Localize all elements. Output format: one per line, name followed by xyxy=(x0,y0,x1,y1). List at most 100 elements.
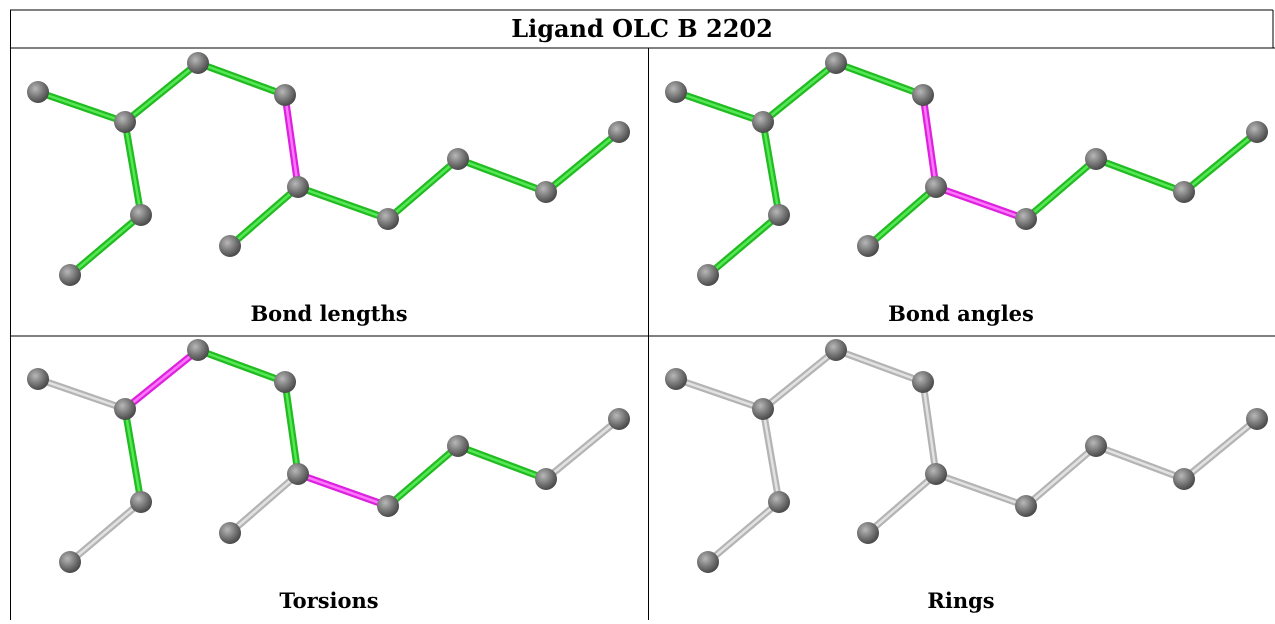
atom xyxy=(697,264,719,286)
atom xyxy=(925,463,947,485)
atom xyxy=(274,371,296,393)
atom xyxy=(608,121,630,143)
atom xyxy=(1173,468,1195,490)
atom xyxy=(665,368,687,390)
bond-highlight xyxy=(546,419,619,479)
atom xyxy=(1246,408,1268,430)
bond-highlight xyxy=(676,92,763,122)
bond-highlight xyxy=(198,63,285,95)
bond-highlight xyxy=(923,95,936,187)
bond-highlight xyxy=(923,382,936,474)
bond-highlight xyxy=(125,409,141,502)
bond-highlight xyxy=(676,379,763,409)
atom xyxy=(130,204,152,226)
bond-highlight xyxy=(70,502,141,562)
table-frame xyxy=(10,10,1275,620)
atom xyxy=(59,551,81,573)
molecule-panel: Rings xyxy=(665,339,1268,613)
atom xyxy=(447,148,469,170)
atom xyxy=(1015,208,1037,230)
atom xyxy=(857,522,879,544)
atom xyxy=(1246,121,1268,143)
figure: Ligand OLC B 2202 Bond lengthsBond angle… xyxy=(0,0,1275,620)
atom xyxy=(59,264,81,286)
bond-highlight xyxy=(230,474,298,533)
atom xyxy=(825,339,847,361)
bond-highlight xyxy=(836,350,923,382)
atom xyxy=(535,181,557,203)
atom xyxy=(912,371,934,393)
atom xyxy=(377,208,399,230)
atom xyxy=(219,235,241,257)
panel-caption: Rings xyxy=(927,588,994,613)
bond-highlight xyxy=(763,122,779,215)
bond-highlight xyxy=(125,122,141,215)
bond-highlight xyxy=(936,474,1026,506)
atom xyxy=(187,52,209,74)
bond-highlight xyxy=(1096,159,1184,192)
atom xyxy=(665,81,687,103)
bond-highlight xyxy=(388,159,458,219)
atom xyxy=(912,84,934,106)
bond-highlight xyxy=(1096,446,1184,479)
atom xyxy=(752,111,774,133)
molecule-panel: Torsions xyxy=(27,339,630,613)
bond-highlight xyxy=(388,446,458,506)
bond-highlight xyxy=(1184,419,1257,479)
bond-highlight xyxy=(868,187,936,246)
atom xyxy=(287,176,309,198)
bond-highlight xyxy=(1026,159,1096,219)
bond-highlight xyxy=(125,350,198,409)
atom xyxy=(1085,148,1107,170)
atom xyxy=(1173,181,1195,203)
bond-highlight xyxy=(458,446,546,479)
bond-highlight xyxy=(38,379,125,409)
bond-highlight xyxy=(708,215,779,275)
bond-highlight xyxy=(125,63,198,122)
atom xyxy=(274,84,296,106)
molecule-panel: Bond angles xyxy=(665,52,1268,326)
atom xyxy=(768,491,790,513)
atom xyxy=(114,398,136,420)
bond-highlight xyxy=(458,159,546,192)
atom xyxy=(1015,495,1037,517)
bond-highlight xyxy=(298,187,388,219)
atom xyxy=(27,81,49,103)
bond-highlight xyxy=(230,187,298,246)
panel-caption: Bond lengths xyxy=(250,301,407,326)
atom xyxy=(1085,435,1107,457)
bond-highlight xyxy=(1184,132,1257,192)
atom xyxy=(287,463,309,485)
bond-highlight xyxy=(546,132,619,192)
bond-highlight xyxy=(708,502,779,562)
atom xyxy=(608,408,630,430)
molecule-panel: Bond lengths xyxy=(27,52,630,326)
atom xyxy=(187,339,209,361)
atom xyxy=(219,522,241,544)
panel-caption: Torsions xyxy=(279,588,378,613)
atom xyxy=(447,435,469,457)
bond-highlight xyxy=(868,474,936,533)
bond-highlight xyxy=(936,187,1026,219)
bond-highlight xyxy=(1026,446,1096,506)
bond-highlight xyxy=(763,63,836,122)
atom xyxy=(825,52,847,74)
bond-highlight xyxy=(285,95,298,187)
atom xyxy=(377,495,399,517)
panel-caption: Bond angles xyxy=(888,301,1034,326)
atom xyxy=(768,204,790,226)
bond-highlight xyxy=(70,215,141,275)
atom xyxy=(925,176,947,198)
atom xyxy=(114,111,136,133)
bond-highlight xyxy=(285,382,298,474)
atom xyxy=(27,368,49,390)
bond-highlight xyxy=(836,63,923,95)
atom xyxy=(535,468,557,490)
bond-highlight xyxy=(198,350,285,382)
atom xyxy=(857,235,879,257)
bond-highlight xyxy=(38,92,125,122)
atom xyxy=(130,491,152,513)
bond-highlight xyxy=(298,474,388,506)
bond-highlight xyxy=(763,409,779,502)
atom xyxy=(752,398,774,420)
